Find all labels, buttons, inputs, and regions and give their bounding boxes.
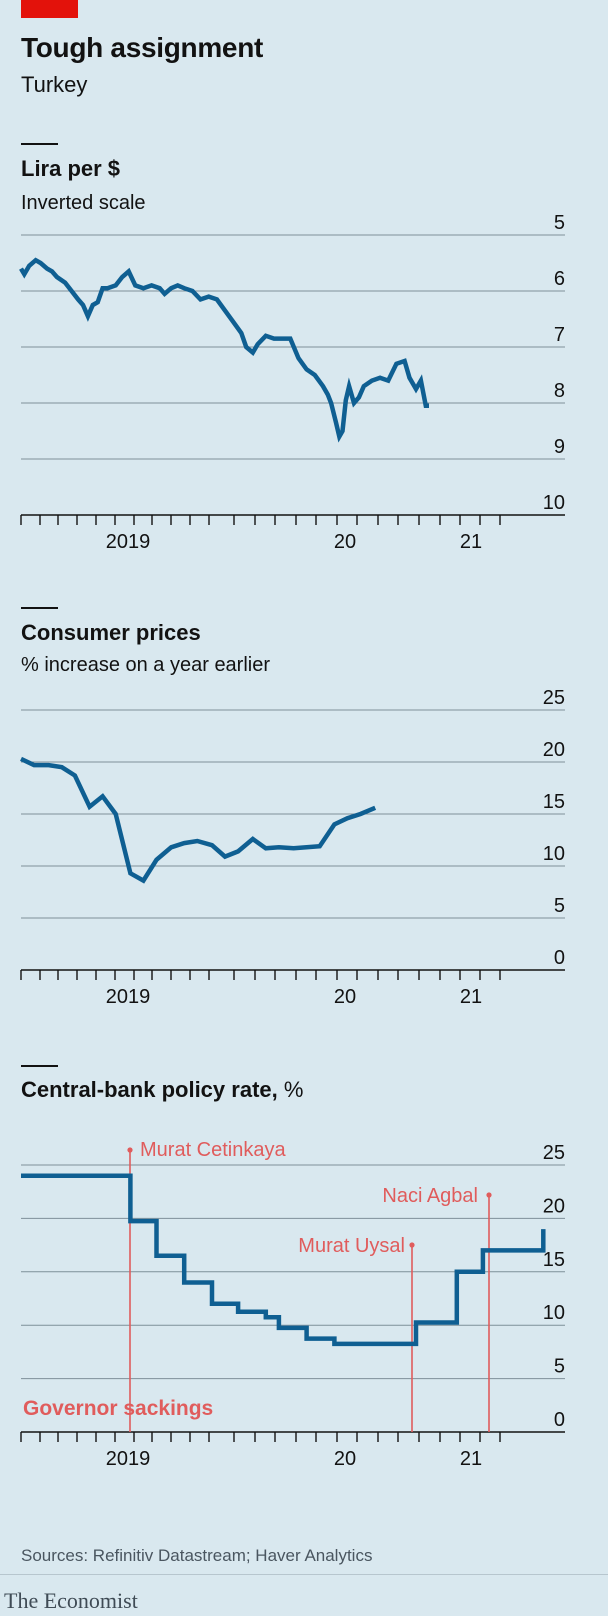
y-tick-label: 0 — [554, 1409, 565, 1431]
source-note: Sources: Refinitiv Datastream; Haver Ana… — [21, 1546, 373, 1565]
event-dot — [409, 1242, 415, 1248]
series-line — [20, 756, 377, 884]
panel-title-cpi: Consumer prices — [21, 620, 201, 645]
chart-subtitle: Turkey — [21, 72, 88, 97]
series-line — [21, 1173, 546, 1347]
event-label: Murat Cetinkaya — [140, 1139, 286, 1161]
y-tick-label: 10 — [543, 492, 565, 514]
footer-divider — [0, 1574, 608, 1575]
panel-rule-rate — [21, 1065, 58, 1067]
cpi-chart: 0 5 10 15 20 25 2019 20 21 — [20, 687, 565, 1008]
x-tick-label: 21 — [460, 531, 482, 553]
panel-title-rate-text: Central-bank policy rate, — [21, 1077, 278, 1102]
event-dot — [127, 1147, 133, 1153]
x-tick-label: 20 — [334, 531, 356, 553]
x-tick-label: 2019 — [106, 531, 151, 553]
y-tick-label: 5 — [554, 212, 565, 234]
y-tick-label: 20 — [543, 739, 565, 761]
y-tick-label: 10 — [543, 843, 565, 865]
y-tick-label: 8 — [554, 380, 565, 402]
panel-rule-cpi — [21, 607, 58, 609]
y-tick-label: 6 — [554, 268, 565, 290]
y-tick-label: 10 — [543, 1302, 565, 1324]
x-tick-label: 20 — [334, 1448, 356, 1470]
y-tick-label: 5 — [554, 1356, 565, 1378]
lira-chart: 5 6 7 8 9 10 2019 20 21 — [19, 212, 565, 553]
x-tick-label: 21 — [460, 986, 482, 1008]
panel-subtitle-lira: Inverted scale — [21, 192, 146, 214]
annotation-group-label: Governor sackings — [23, 1397, 213, 1420]
panel-title-rate: Central-bank policy rate, % — [21, 1077, 303, 1103]
y-tick-label: 25 — [543, 1142, 565, 1164]
brand-red-bar — [21, 0, 78, 18]
x-tick-label: 20 — [334, 986, 356, 1008]
y-tick-label: 15 — [543, 1249, 565, 1271]
panel-title-lira: Lira per $ — [21, 156, 121, 181]
y-tick-label: 7 — [554, 324, 565, 346]
panel-rule-lira — [21, 143, 58, 145]
y-tick-label: 25 — [543, 687, 565, 709]
y-tick-label: 9 — [554, 436, 565, 458]
event-label: Naci Agbal — [382, 1185, 478, 1207]
panel-subtitle-cpi: % increase on a year earlier — [21, 654, 271, 676]
publisher-logo: The Economist — [4, 1588, 138, 1613]
event-dot — [486, 1192, 492, 1198]
policy-rate-chart: 0 5 10 15 20 25 2019 20 21 Murat Cetinkaya Murat U… — [20, 1139, 565, 1470]
y-tick-label: 5 — [554, 895, 565, 917]
x-tick-label: 2019 — [106, 986, 151, 1008]
x-tick-label: 21 — [460, 1448, 482, 1470]
series-line — [19, 257, 429, 443]
panel-title-rate-unit: % — [283, 1077, 304, 1102]
y-tick-label: 0 — [554, 947, 565, 969]
chart-title: Tough assignment — [21, 32, 264, 63]
event-label: Murat Uysal — [298, 1235, 405, 1257]
y-tick-label: 15 — [543, 791, 565, 813]
x-tick-label: 2019 — [106, 1448, 151, 1470]
y-tick-label: 20 — [543, 1195, 565, 1217]
